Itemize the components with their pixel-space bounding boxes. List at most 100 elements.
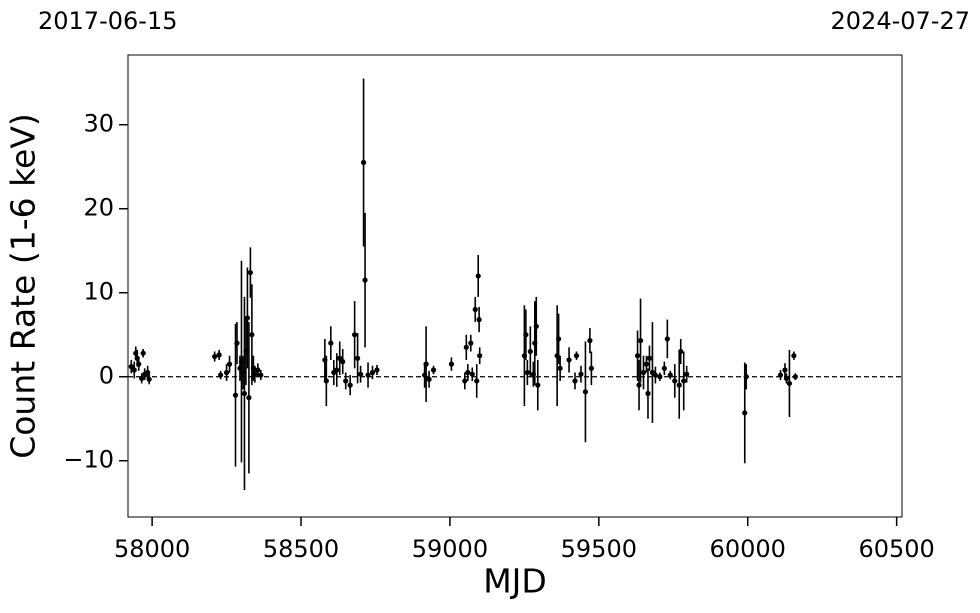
- data-point: [337, 355, 343, 361]
- data-point: [365, 372, 371, 378]
- y-tick-label: 20: [83, 194, 114, 222]
- data-point: [783, 375, 790, 381]
- data-point: [678, 348, 684, 355]
- data-point: [223, 369, 230, 376]
- data-point: [247, 269, 253, 276]
- data-point: [475, 273, 481, 279]
- x2-tick-label: 2017-06-15: [38, 7, 177, 35]
- data-point: [681, 378, 687, 384]
- x-tick-label: 60000: [710, 535, 786, 563]
- data-point: [791, 353, 797, 359]
- data-point: [524, 369, 530, 376]
- data-point: [426, 376, 432, 382]
- data-point: [652, 372, 659, 378]
- data-point: [792, 374, 798, 380]
- data-point: [557, 365, 563, 371]
- x-tick-label: 59000: [412, 535, 488, 563]
- data-point: [566, 357, 572, 363]
- data-point: [640, 369, 647, 376]
- y-tick-label: −10: [63, 446, 114, 474]
- data-point: [374, 367, 380, 373]
- data-point: [578, 371, 584, 377]
- data-point: [360, 159, 367, 166]
- data-point: [535, 382, 541, 388]
- data-point: [139, 375, 145, 381]
- data-point: [636, 382, 642, 388]
- data-point: [667, 372, 673, 378]
- data-point: [782, 367, 788, 373]
- data-point: [146, 376, 152, 382]
- data-point: [474, 378, 480, 384]
- data-point: [334, 367, 340, 373]
- plot-frame: [127, 54, 903, 518]
- data-point: [352, 332, 358, 338]
- y-axis-label: Count Rate (1-6 keV): [4, 113, 43, 459]
- data-point: [573, 353, 580, 359]
- data-point: [634, 353, 641, 359]
- data-point: [777, 372, 784, 378]
- data-point: [527, 348, 533, 355]
- data-point: [743, 374, 749, 380]
- data-point: [643, 361, 650, 367]
- data-point: [216, 352, 222, 358]
- data-point: [226, 361, 233, 367]
- data-point: [645, 390, 651, 397]
- data-point: [637, 338, 644, 344]
- data-point: [340, 359, 346, 365]
- data-point: [664, 336, 670, 342]
- data-point: [128, 364, 134, 370]
- data-point: [369, 369, 376, 376]
- data-point: [140, 350, 146, 356]
- data-point: [218, 372, 224, 378]
- data-point: [462, 378, 468, 384]
- data-point: [347, 382, 353, 388]
- data-point: [136, 361, 142, 367]
- data-point: [661, 365, 667, 371]
- x-axis-label: MJD: [483, 562, 547, 601]
- x2-tick-label: 2024-07-27: [831, 7, 970, 35]
- data-point: [523, 332, 529, 338]
- data-point: [786, 380, 793, 387]
- data-point: [355, 355, 361, 361]
- data-point: [255, 367, 261, 373]
- data-point: [212, 353, 218, 360]
- x-tick-label: 58000: [114, 535, 190, 563]
- x-tick-label: 60500: [858, 535, 934, 563]
- data-point: [362, 277, 368, 283]
- data-point: [657, 374, 663, 380]
- data-point: [463, 344, 469, 350]
- data-point: [145, 369, 151, 376]
- data-point: [556, 336, 562, 342]
- data-point: [328, 340, 334, 346]
- data-point: [676, 382, 682, 388]
- y-tick-label: 0: [99, 362, 114, 390]
- data-point: [533, 323, 539, 329]
- data-point: [234, 340, 240, 346]
- data-point: [232, 392, 239, 398]
- data-point: [469, 371, 475, 377]
- data-point: [588, 365, 594, 371]
- data-point: [646, 355, 653, 361]
- data-point: [343, 378, 349, 384]
- data-point: [430, 367, 437, 373]
- data-point: [448, 361, 455, 367]
- data-point: [423, 361, 429, 367]
- data-point: [357, 371, 364, 377]
- data-point: [258, 372, 264, 378]
- data-point: [684, 371, 690, 377]
- data-point: [672, 378, 678, 384]
- data-point: [246, 395, 252, 401]
- data-point: [249, 332, 255, 338]
- data-point: [468, 340, 474, 346]
- data-point: [465, 369, 471, 376]
- x-tick-label: 58500: [263, 535, 339, 563]
- x-tick-label: 59500: [561, 535, 637, 563]
- data-point: [244, 315, 251, 321]
- y-tick-label: 10: [83, 278, 114, 306]
- data-point: [477, 353, 483, 359]
- data-point: [131, 367, 137, 373]
- y-tick-label: 30: [83, 110, 114, 138]
- data-point: [742, 410, 748, 416]
- data-point: [582, 389, 589, 395]
